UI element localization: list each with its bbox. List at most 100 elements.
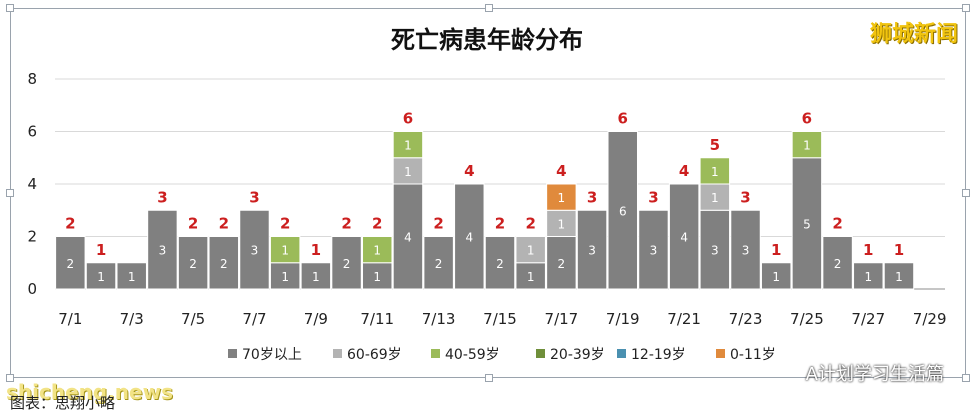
bar-segment	[392, 157, 424, 185]
bar-segment	[362, 236, 393, 264]
bar-segment	[668, 183, 700, 290]
total-value-label: 2	[219, 215, 229, 233]
segment-value-label: 1	[281, 270, 289, 284]
legend-swatch	[333, 349, 342, 358]
resize-handle[interactable]	[962, 189, 970, 197]
bar-segment	[300, 262, 332, 290]
bar-segment	[423, 236, 454, 290]
x-tick-label: 7/11	[360, 310, 394, 328]
resize-handle[interactable]	[962, 374, 970, 382]
total-value-label: 2	[280, 215, 290, 233]
bar-segment	[269, 262, 301, 290]
total-value-label: 4	[464, 162, 474, 180]
bar-segment	[791, 131, 823, 159]
bar-segment	[269, 236, 301, 264]
legend-swatch	[228, 349, 237, 358]
x-tick-label: 7/5	[181, 310, 205, 328]
total-value-label: 3	[648, 188, 658, 206]
account-name: A计划学习生活篇	[805, 364, 944, 385]
segment-value-label: 1	[281, 244, 289, 258]
y-tick-label: 6	[27, 123, 37, 141]
segment-value-label: 1	[404, 139, 412, 153]
total-value-label: 2	[433, 215, 443, 233]
bar-segment	[85, 262, 117, 290]
segment-value-label: 1	[864, 270, 872, 284]
segment-value-label: 1	[803, 139, 811, 153]
segment-value-label: 1	[373, 270, 381, 284]
brand-logo-text: 狮城新闻	[869, 22, 958, 47]
bar-segment	[760, 262, 792, 290]
segment-value-label: 4	[404, 231, 412, 245]
bar-segment	[730, 209, 761, 290]
x-tick-label: 7/19	[606, 310, 640, 328]
bar-segment	[116, 262, 147, 290]
bar-segment	[546, 236, 577, 290]
segment-value-label: 1	[128, 270, 136, 284]
total-value-label: 3	[249, 188, 259, 206]
bar-segment	[699, 183, 731, 211]
x-tick-label: 7/23	[729, 310, 763, 328]
resize-handle[interactable]	[485, 4, 493, 12]
bar-segment	[331, 236, 362, 290]
total-value-label: 3	[587, 188, 597, 206]
segment-value-label: 1	[895, 270, 903, 284]
bar-segment	[484, 236, 516, 290]
legend-label: 40-59岁	[445, 347, 500, 363]
bar-segment	[699, 157, 731, 185]
segment-value-label: 4	[680, 231, 688, 245]
legend-label: 12-19岁	[631, 347, 686, 363]
total-value-label: 2	[832, 215, 842, 233]
bar-segment	[699, 209, 731, 290]
chart-caption: 图表：思翔小略	[10, 394, 116, 412]
x-tick-label: 7/15	[483, 310, 517, 328]
x-tick-label: 7/3	[120, 310, 144, 328]
segment-value-label: 3	[588, 244, 596, 258]
segment-value-label: 3	[650, 244, 658, 258]
bar-segment	[515, 236, 546, 264]
segment-value-label: 3	[251, 244, 259, 258]
x-tick-label: 7/29	[913, 310, 947, 328]
bar-segment	[392, 131, 424, 159]
bar-segment	[791, 157, 823, 290]
total-value-label: 2	[65, 215, 75, 233]
legend-swatch	[431, 349, 440, 358]
y-tick-label: 4	[27, 175, 37, 193]
bar-segment	[883, 262, 915, 290]
legend-swatch	[536, 349, 545, 358]
total-value-label: 2	[341, 215, 351, 233]
legend-label: 0-11岁	[730, 347, 776, 363]
segment-value-label: 1	[404, 165, 412, 179]
segment-value-label: 2	[220, 257, 228, 271]
resize-handle[interactable]	[6, 189, 14, 197]
resize-handle[interactable]	[6, 4, 14, 12]
segment-value-label: 2	[496, 257, 504, 271]
total-value-label: 6	[618, 110, 628, 128]
x-tick-label: 7/9	[304, 310, 328, 328]
segment-value-label: 1	[312, 270, 320, 284]
total-value-label: 1	[771, 241, 781, 259]
total-value-label: 6	[802, 110, 812, 128]
bar-segment	[853, 262, 884, 290]
legend-label: 20-39岁	[550, 347, 605, 363]
y-tick-label: 2	[27, 228, 37, 246]
x-tick-label: 7/27	[851, 310, 885, 328]
segment-value-label: 6	[619, 204, 627, 218]
x-tick-label: 7/7	[242, 310, 266, 328]
x-tick-label: 7/21	[667, 310, 701, 328]
segment-value-label: 3	[159, 244, 167, 258]
resize-handle[interactable]	[485, 374, 493, 382]
total-value-label: 1	[863, 241, 873, 259]
segment-value-label: 1	[558, 191, 566, 205]
segment-value-label: 1	[97, 270, 105, 284]
total-value-label: 1	[311, 241, 321, 259]
x-tick-label: 7/13	[422, 310, 456, 328]
total-value-label: 2	[525, 215, 535, 233]
legend-swatch	[716, 349, 725, 358]
resize-handle[interactable]	[6, 374, 14, 382]
bar-segment	[454, 183, 485, 290]
total-value-label: 5	[710, 136, 720, 154]
total-value-label: 4	[556, 162, 566, 180]
y-tick-label: 8	[27, 70, 37, 88]
segment-value-label: 2	[558, 257, 566, 271]
resize-handle[interactable]	[962, 4, 970, 12]
